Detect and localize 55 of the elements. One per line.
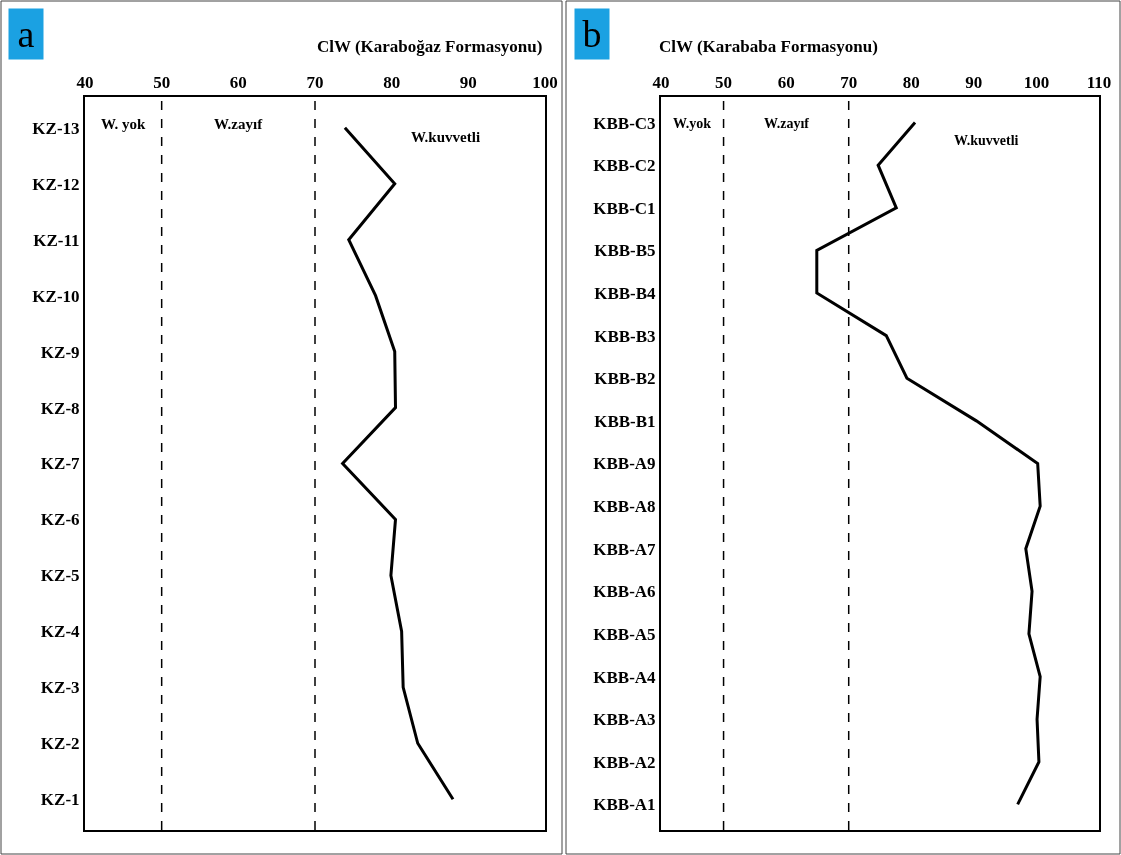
annotation: W.kuvvetli [954,133,1019,148]
y-tick-label: KBB-A3 [593,710,656,730]
x-tick-label: 70 [306,73,324,93]
annotation: W.zayıf [764,116,810,131]
y-tick-label: KZ-1 [40,790,80,810]
y-tick-label: KBB-A9 [593,454,656,474]
y-tick-label: KZ-3 [40,678,80,698]
y-tick-label: KZ-5 [40,566,80,586]
y-tick-label: KZ-2 [40,734,80,754]
y-tick-label: KBB-B1 [594,411,656,431]
y-tick-label: KBB-A6 [593,582,656,602]
x-tick-label: 50 [715,73,733,93]
text: a [17,13,35,55]
y-tick-label: KZ-10 [32,286,80,306]
annotation: W.kuvvetli [411,129,481,145]
x-tick-label: 60 [229,73,247,93]
y-tick-label: KZ-12 [32,174,80,194]
y-tick-label: KZ-7 [40,454,81,474]
annotation: W. yok [101,116,147,132]
x-tick-label: 80 [902,73,920,93]
y-tick-label: KZ-11 [33,230,80,250]
y-tick-label: KZ-13 [32,118,80,138]
x-tick-label: 50 [153,73,171,93]
x-tick-label: 40 [76,73,94,93]
x-tick-label: 110 [1086,73,1112,93]
chart-title: ClW (Karaboğaz Formasyonu) [317,37,543,56]
y-tick-label: KBB-C1 [593,198,656,218]
y-tick-label: KBB-A4 [593,667,657,687]
y-tick-label: KZ-9 [40,342,80,362]
chart-title: ClW (Karababa Formasyonu) [659,37,878,56]
y-tick-label: KZ-8 [40,398,80,418]
y-tick-label: KBB-A8 [593,497,656,517]
y-tick-label: KBB-B5 [594,241,656,261]
y-tick-label: KBB-B2 [594,369,656,389]
y-tick-label: KBB-B4 [594,283,657,303]
y-tick-label: KBB-A2 [593,752,656,772]
x-tick-label: 100 [532,73,558,93]
text: b [582,13,602,55]
annotation: W.zayıf [214,116,264,132]
y-tick-label: KBB-A7 [593,539,657,559]
y-tick-label: KBB-A1 [593,795,656,815]
annotation: W.yok [673,116,712,131]
y-tick-label: KBB-C2 [593,156,656,176]
x-tick-label: 60 [777,73,795,93]
x-tick-label: 90 [459,73,477,93]
y-tick-label: KBB-B3 [594,326,656,346]
x-tick-label: 100 [1023,73,1050,93]
x-tick-label: 90 [965,73,983,93]
x-tick-label: 70 [840,73,858,93]
y-tick-label: KBB-C3 [593,113,656,133]
y-tick-label: KZ-4 [40,622,81,642]
x-tick-label: 40 [652,73,670,93]
x-tick-label: 80 [383,73,401,93]
y-tick-label: KBB-A5 [593,624,656,644]
y-tick-label: KZ-6 [40,510,80,530]
